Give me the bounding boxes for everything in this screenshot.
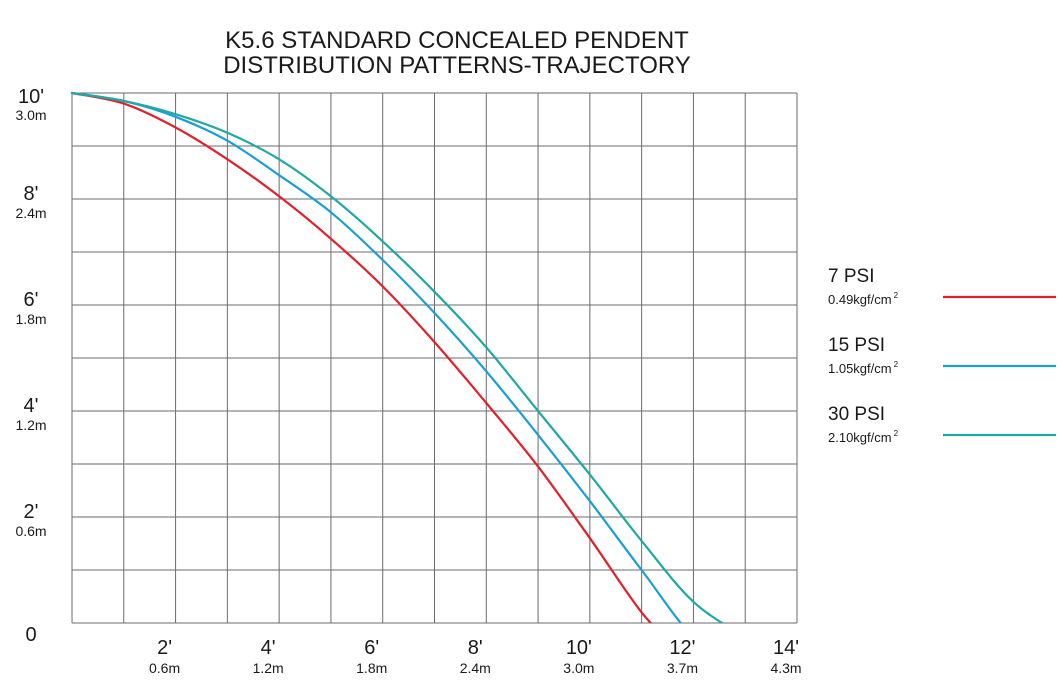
series-line-7-psi <box>70 91 653 623</box>
series-lines <box>70 91 725 623</box>
chart-title-line-1: K5.6 STANDARD CONCEALED PENDENT <box>225 27 689 54</box>
chart-title-line-2: DISTRIBUTION PATTERNS-TRAJECTORY <box>223 52 691 79</box>
legend-unit-superscript: 2 <box>894 360 899 369</box>
x-tick-label: 4' <box>261 637 276 659</box>
legend-item: 30 PSI 2.10kgf/cm 2 <box>828 404 1056 445</box>
x-tick-sublabel: 3.7m <box>667 660 698 676</box>
legend-series-unit: 0.49kgf/cm 2 <box>828 291 899 307</box>
x-tick-label: 2' <box>157 637 172 659</box>
series-line-15-psi <box>70 91 683 623</box>
x-tick-sublabel: 1.8m <box>356 660 387 676</box>
x-tick-label: 6' <box>364 637 379 659</box>
legend-series-unit: 2.10kgf/cm 2 <box>828 429 899 445</box>
y-tick-label: 2' <box>24 501 39 523</box>
y-tick-sublabel: 3.0m <box>15 107 46 123</box>
x-tick-label: 14' <box>773 637 799 659</box>
y-tick-label: 8' <box>24 183 39 205</box>
chart-title: K5.6 STANDARD CONCEALED PENDENT DISTRIBU… <box>223 27 691 79</box>
y-tick-label: 4' <box>24 395 39 417</box>
legend-series-name: 30 PSI <box>828 404 885 425</box>
x-tick-label: 12' <box>669 637 695 659</box>
x-tick-sublabel: 1.2m <box>253 660 284 676</box>
y-tick-label: 6' <box>24 289 39 311</box>
legend-unit-superscript: 2 <box>894 429 899 438</box>
legend-unit-superscript: 2 <box>894 291 899 300</box>
x-tick-sublabel: 4.3m <box>770 660 801 676</box>
y-tick-sublabel: 1.2m <box>15 417 46 433</box>
x-tick-sublabel: 0.6m <box>149 660 180 676</box>
x-tick-sublabel: 3.0m <box>563 660 594 676</box>
legend: 7 PSI 0.49kgf/cm 2 15 PSI 1.05kgf/cm 2 30 PSI 2… <box>828 266 1056 445</box>
legend-item: 7 PSI 0.49kgf/cm 2 <box>828 266 1056 307</box>
legend-item: 15 PSI 1.05kgf/cm 2 <box>828 335 1056 376</box>
y-tick-sublabel: 2.4m <box>15 205 46 221</box>
y-axis-ticks: 10'3.0m 8'2.4m 6'1.8m 4'1.2m 2'0.6m 0 <box>15 86 46 646</box>
y-tick-sublabel: 0.6m <box>15 523 46 539</box>
x-tick-label: 8' <box>468 637 483 659</box>
x-axis-ticks: 2'0.6m 4'1.2m 6'1.8m 8'2.4m 10'3.0m 12'3.7m 14… <box>149 637 802 676</box>
y-tick-label: 10' <box>18 86 44 108</box>
legend-series-name: 7 PSI <box>828 266 874 287</box>
y-tick-label: 0 <box>25 624 36 646</box>
series-line-30-psi <box>70 91 725 623</box>
grid <box>71 92 798 624</box>
legend-series-unit: 1.05kgf/cm 2 <box>828 360 899 376</box>
x-tick-label: 10' <box>566 637 592 659</box>
x-tick-sublabel: 2.4m <box>460 660 491 676</box>
y-tick-sublabel: 1.8m <box>15 311 46 327</box>
legend-series-name: 15 PSI <box>828 335 885 356</box>
